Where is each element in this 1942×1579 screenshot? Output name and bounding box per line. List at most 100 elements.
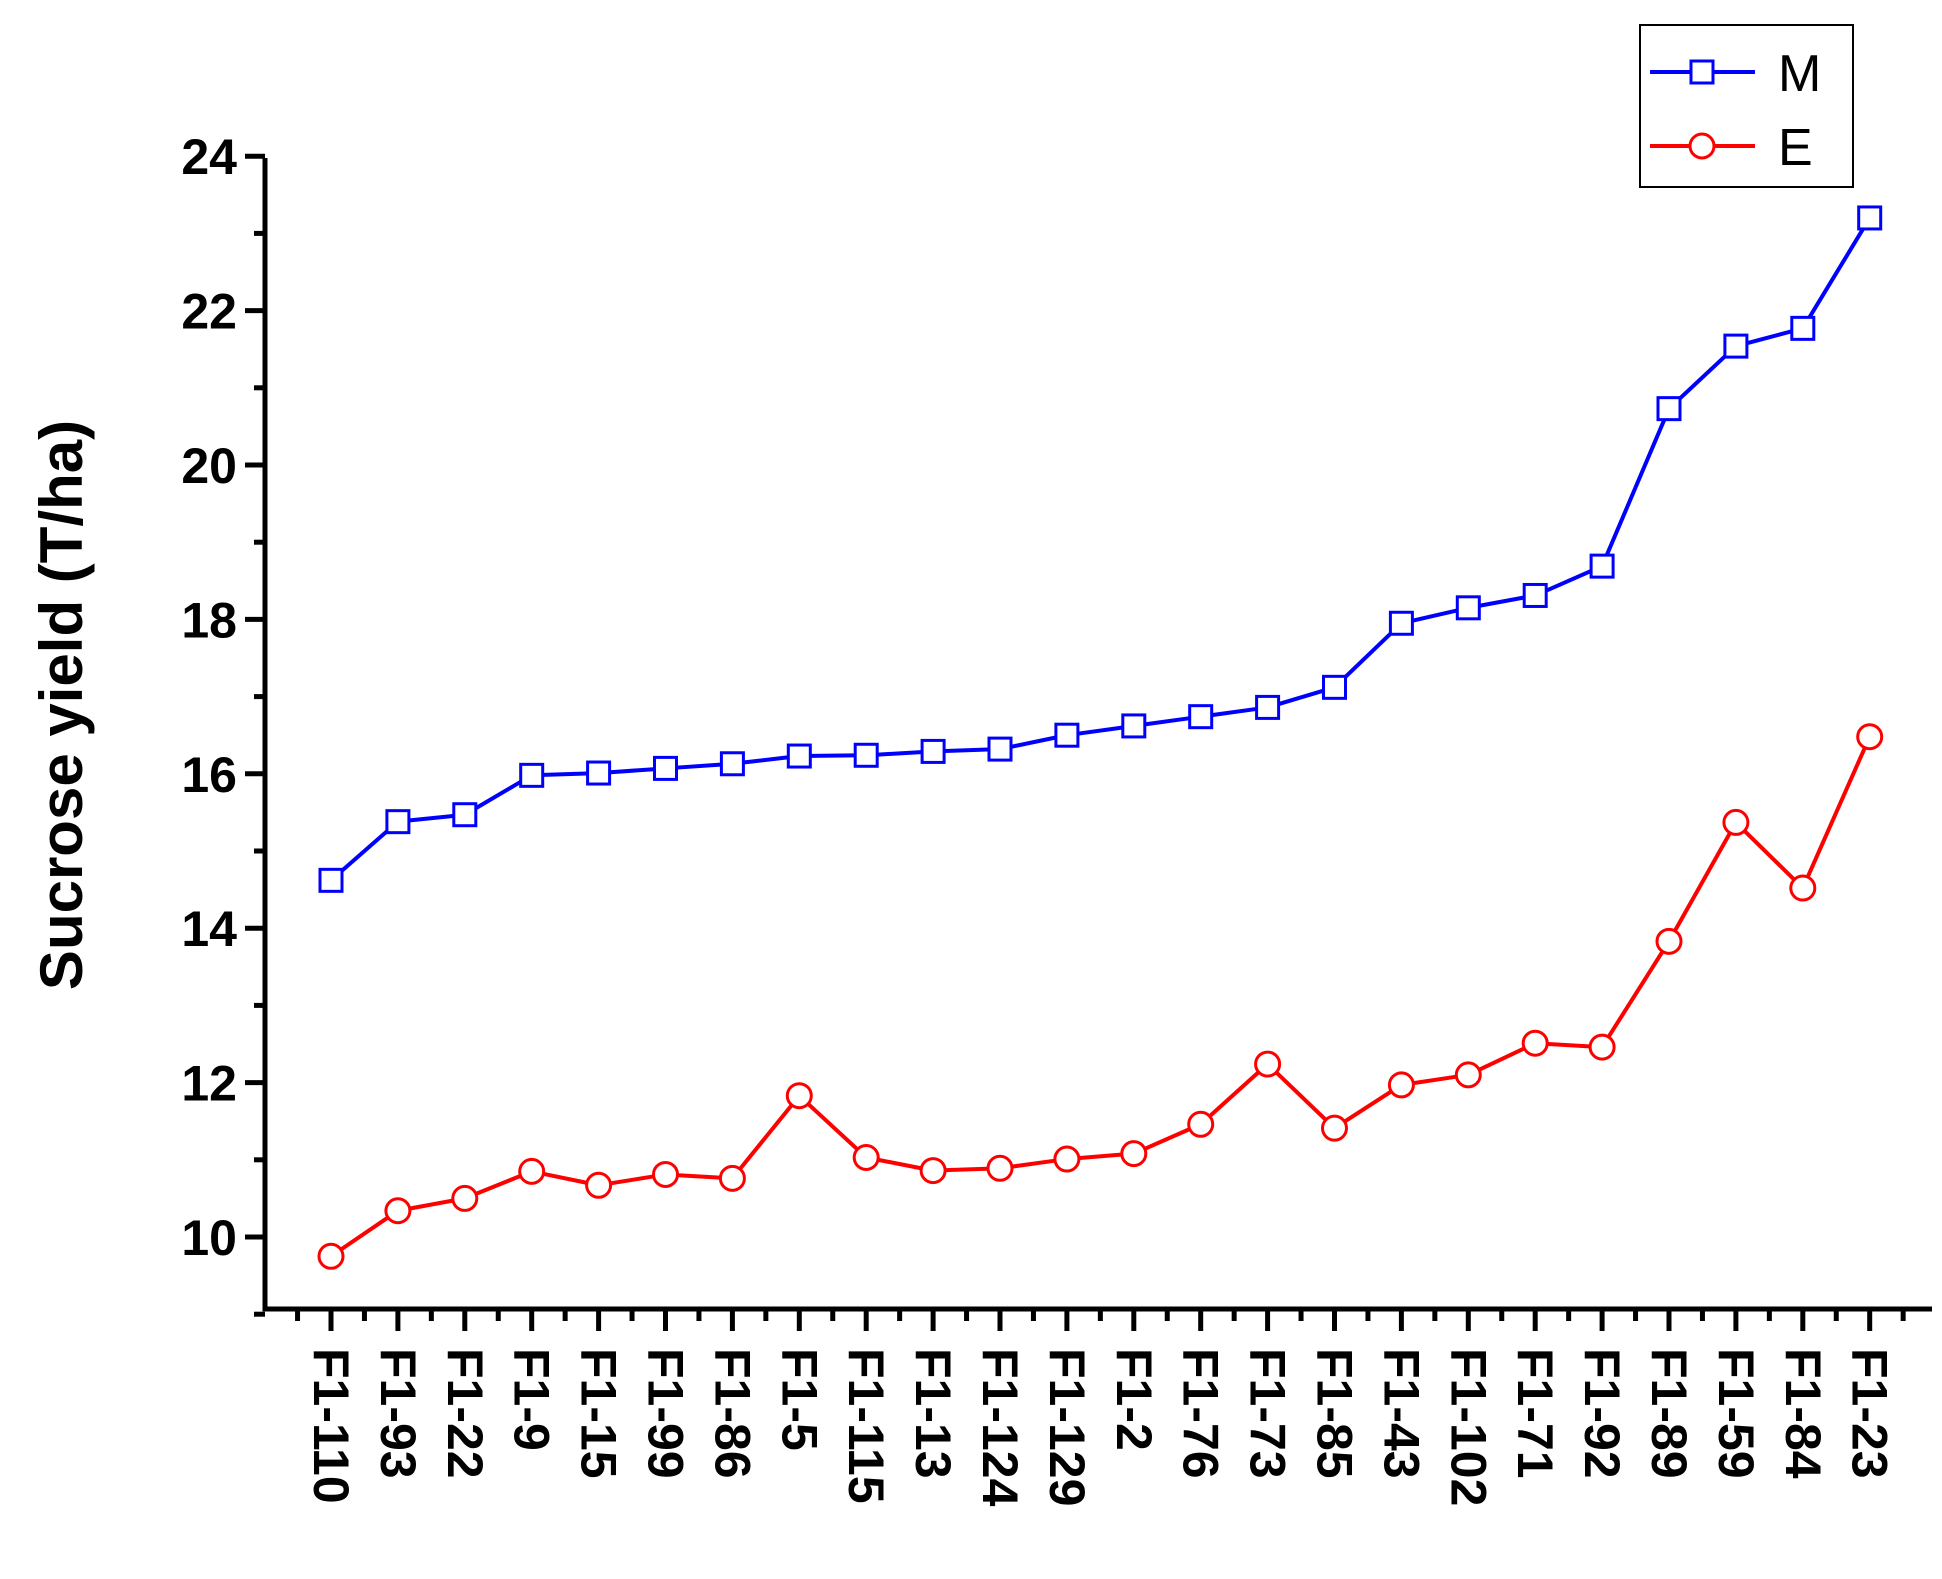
legend-item-E: E (1650, 119, 1813, 177)
x-tick-label: F1-15 (571, 1348, 627, 1479)
series-line-segment (1011, 735, 1056, 749)
x-tick-label: F1-124 (972, 1348, 1028, 1507)
series-line-segment (1344, 1090, 1392, 1123)
series-line-segment (543, 771, 587, 777)
y-axis-title: Sucrose yield (T/ha) (28, 420, 95, 990)
data-point (785, 1082, 813, 1110)
x-tick-label: F1-85 (1307, 1348, 1363, 1479)
data-point (1188, 704, 1214, 730)
data-point (1522, 582, 1548, 608)
data-point (1588, 1033, 1616, 1061)
series-line-segment (476, 1174, 521, 1196)
series-line-segment (807, 1103, 859, 1151)
x-tick-label: F1-9 (504, 1348, 560, 1451)
data-point (1187, 1110, 1215, 1138)
series-line-segment (474, 779, 523, 811)
data-point (452, 802, 478, 828)
series-line-segment (945, 747, 989, 753)
data-point (719, 751, 745, 777)
series-line-segment (1545, 569, 1592, 593)
y-tick-label: 12 (181, 1056, 237, 1112)
data-point (987, 736, 1013, 762)
data-point (919, 1157, 947, 1185)
data-point (385, 809, 411, 835)
legend-label: M (1778, 45, 1821, 103)
x-tick-label: F1-92 (1574, 1348, 1630, 1479)
x-tick-label: F1-73 (1240, 1348, 1296, 1479)
y-tick-label: 14 (181, 901, 237, 957)
series-line-segment (1806, 747, 1867, 877)
series-line-segment (1479, 1046, 1525, 1072)
series-line-segment (544, 1172, 587, 1185)
y-tick-label: 18 (181, 592, 237, 648)
data-point (852, 1143, 880, 1171)
x-tick-label: F1-23 (1842, 1348, 1898, 1479)
data-point (1255, 694, 1281, 720)
series-line-segment (409, 813, 454, 823)
data-point (786, 743, 812, 769)
data-point (1857, 205, 1883, 231)
x-tick-label: F1-102 (1440, 1348, 1496, 1506)
legend-box (1639, 24, 1854, 188)
x-tick-label: F1-84 (1775, 1348, 1831, 1479)
series-M (318, 205, 1883, 893)
legend-item-M: M (1650, 45, 1821, 103)
series-line-segment (1413, 1074, 1456, 1085)
x-tick-label: F1-99 (638, 1348, 694, 1479)
series-line-segment (1012, 1158, 1055, 1169)
series-line-segment (1673, 832, 1732, 931)
data-point (1521, 1029, 1549, 1057)
series-line-segment (338, 828, 391, 874)
x-tick-label: F1-129 (1039, 1348, 1095, 1506)
data-point (518, 1157, 546, 1185)
data-point (652, 1160, 679, 1188)
series-line-segment (744, 755, 788, 765)
data-point (1454, 1061, 1482, 1089)
data-point (317, 1242, 345, 1270)
x-tick-label: F1-59 (1708, 1348, 1764, 1479)
x-tick-label: F1-13 (905, 1348, 961, 1479)
data-point (1054, 722, 1080, 748)
legend-marker (1688, 132, 1716, 160)
data-point (1254, 1050, 1282, 1078)
x-tick-label: F1-22 (437, 1348, 493, 1479)
y-axis: 10 12 14 16 18 20 22 24 (181, 129, 268, 1317)
series-line-segment (678, 1173, 720, 1180)
x-tick-label: F1-93 (370, 1348, 426, 1479)
x-tick-label: F1-110 (303, 1348, 359, 1504)
x-tick-label: F1-115 (838, 1348, 894, 1504)
data-point (1120, 1140, 1148, 1168)
data-point (1722, 808, 1750, 836)
series-line-segment (1607, 951, 1664, 1038)
data-point (1856, 723, 1884, 751)
data-point (585, 1171, 613, 1199)
y-tick-label: 22 (181, 284, 237, 340)
y-tick-label: 20 (181, 438, 237, 494)
data-point (586, 760, 612, 786)
data-point (384, 1197, 412, 1225)
data-point (1387, 1071, 1415, 1099)
series-line-segment (1341, 630, 1395, 681)
x-tick-label: F1-89 (1641, 1348, 1697, 1479)
series-line-segment (1412, 608, 1458, 623)
data-point (1589, 553, 1615, 579)
series-line-segment (739, 1104, 793, 1170)
series-line-segment (1278, 688, 1324, 706)
series-line-segment (1212, 707, 1256, 718)
series-line-segment (1078, 725, 1123, 736)
data-point (853, 742, 879, 768)
data-point (1723, 333, 1749, 359)
x-tick-label: F1-5 (771, 1348, 827, 1451)
data-point (920, 738, 946, 764)
data-point (1789, 874, 1817, 902)
series-line-segment (1743, 830, 1795, 881)
series-E (317, 723, 1884, 1270)
data-point (451, 1184, 479, 1212)
x-tick-label: F1-71 (1507, 1348, 1563, 1479)
series-line-segment (1746, 329, 1792, 345)
data-point (653, 755, 678, 781)
legend: ME (1639, 24, 1854, 188)
x-axis: F1-110 F1-93 F1-22 F1-9 F1-15 F1-99 F1-86 F1-5 F… (262, 1306, 1932, 1507)
series-layer (317, 205, 1884, 1270)
